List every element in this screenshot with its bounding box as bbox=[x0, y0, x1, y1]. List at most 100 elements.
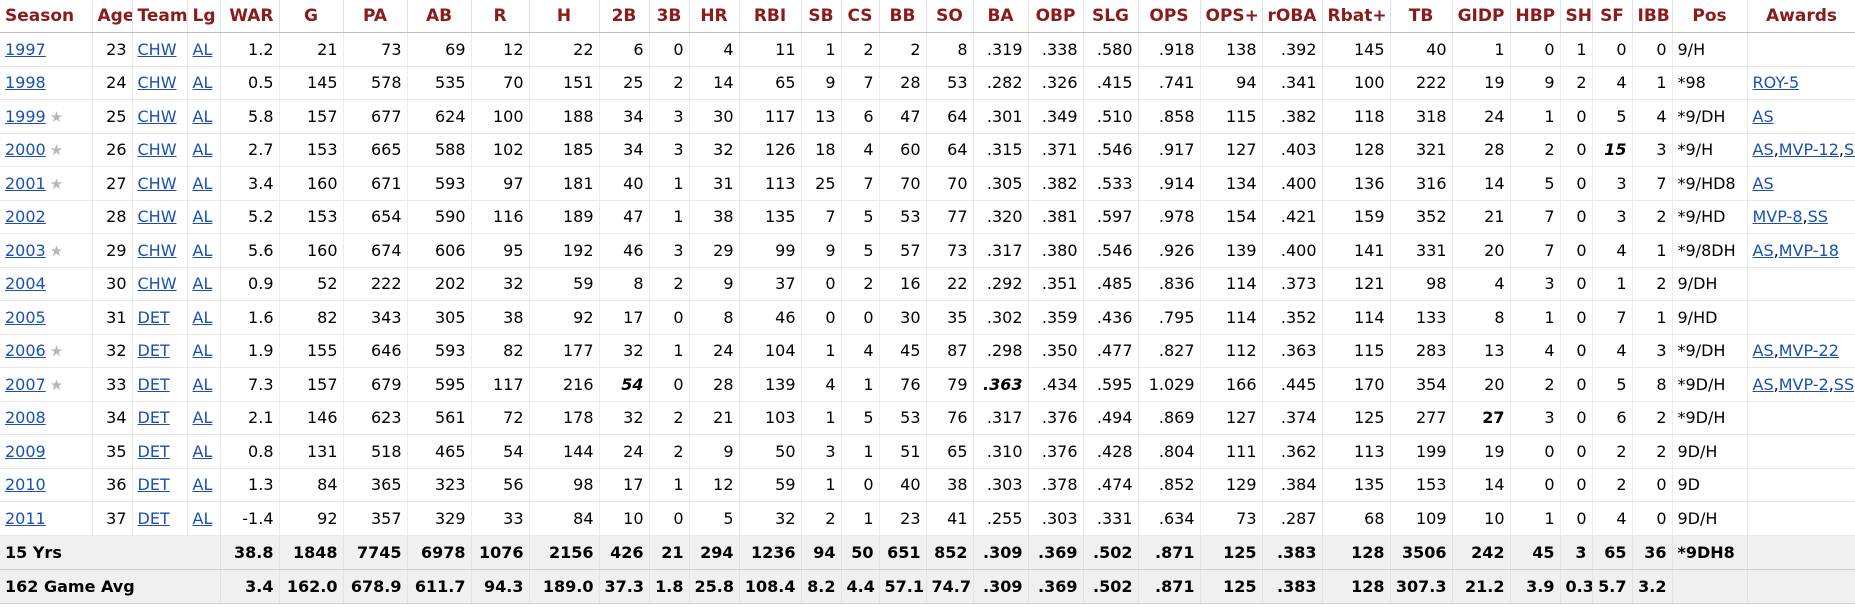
league-link[interactable]: AL bbox=[192, 39, 213, 59]
column-header-age[interactable]: Age bbox=[92, 0, 133, 33]
column-header-ba[interactable]: BA bbox=[973, 0, 1029, 33]
league-link[interactable]: AL bbox=[192, 374, 213, 394]
season-link[interactable]: 2009 bbox=[5, 441, 46, 461]
season-link[interactable]: 2005 bbox=[5, 307, 46, 327]
league-link[interactable]: AL bbox=[192, 307, 213, 327]
season-link[interactable]: 1998 bbox=[5, 73, 46, 93]
summary-bb: 651 bbox=[879, 534, 927, 570]
summary-pa: 678.9 bbox=[343, 568, 408, 604]
award-link[interactable]: MVP-8 bbox=[1752, 207, 1803, 227]
column-header-lg[interactable]: Lg bbox=[187, 0, 221, 33]
team-link[interactable]: CHW bbox=[137, 173, 177, 193]
league-link[interactable]: AL bbox=[192, 441, 213, 461]
award-link[interactable]: AS bbox=[1752, 140, 1774, 160]
season-link[interactable]: 2006 bbox=[5, 341, 46, 361]
award-link[interactable]: AS bbox=[1752, 173, 1774, 193]
team-link[interactable]: DET bbox=[137, 508, 170, 528]
league-link[interactable]: AL bbox=[192, 408, 213, 428]
team-link[interactable]: CHW bbox=[137, 140, 177, 160]
league-link[interactable]: AL bbox=[192, 475, 213, 495]
league-link[interactable]: AL bbox=[192, 341, 213, 361]
team-link[interactable]: DET bbox=[137, 475, 170, 495]
league-link[interactable]: AL bbox=[192, 140, 213, 160]
season-link[interactable]: 2003 bbox=[5, 240, 46, 260]
season-link[interactable]: 2001 bbox=[5, 173, 46, 193]
award-link[interactable]: SS bbox=[1833, 374, 1855, 394]
column-header-war[interactable]: WAR bbox=[220, 0, 280, 33]
cell-age: 32 bbox=[92, 334, 133, 368]
team-link[interactable]: CHW bbox=[137, 207, 177, 227]
league-link[interactable]: AL bbox=[192, 240, 213, 260]
column-header-ibb[interactable]: IBB bbox=[1632, 0, 1673, 33]
cell-ab: 561 bbox=[407, 401, 472, 435]
team-link[interactable]: DET bbox=[137, 408, 170, 428]
team-link[interactable]: CHW bbox=[137, 274, 177, 294]
column-header-r[interactable]: R bbox=[471, 0, 530, 33]
column-header-tb[interactable]: TB bbox=[1390, 0, 1453, 33]
column-header-slg[interactable]: SLG bbox=[1083, 0, 1139, 33]
award-link[interactable]: MVP-12 bbox=[1778, 140, 1839, 160]
column-header-ops[interactable]: OPS bbox=[1138, 0, 1201, 33]
team-link[interactable]: DET bbox=[137, 441, 170, 461]
column-header-sh[interactable]: SH bbox=[1560, 0, 1593, 33]
league-link[interactable]: AL bbox=[192, 274, 213, 294]
season-link[interactable]: 2002 bbox=[5, 207, 46, 227]
column-header-pa[interactable]: PA bbox=[343, 0, 408, 33]
season-link[interactable]: 2004 bbox=[5, 274, 46, 294]
column-header-hr[interactable]: HR bbox=[689, 0, 740, 33]
award-link[interactable]: AS bbox=[1752, 341, 1774, 361]
column-header-so[interactable]: SO bbox=[926, 0, 974, 33]
league-link[interactable]: AL bbox=[192, 173, 213, 193]
column-header-pos[interactable]: Pos bbox=[1672, 0, 1748, 33]
award-link[interactable]: MVP-22 bbox=[1778, 341, 1839, 361]
award-link[interactable]: SS bbox=[1843, 140, 1855, 160]
award-link[interactable]: AS bbox=[1752, 106, 1774, 126]
season-link[interactable]: 2008 bbox=[5, 408, 46, 428]
season-link[interactable]: 2000 bbox=[5, 140, 46, 160]
column-header-g[interactable]: G bbox=[279, 0, 344, 33]
column-header-season[interactable]: Season bbox=[0, 0, 93, 33]
team-link[interactable]: DET bbox=[137, 341, 170, 361]
team-link[interactable]: CHW bbox=[137, 240, 177, 260]
award-link[interactable]: ROY-5 bbox=[1752, 73, 1800, 93]
column-header-sb[interactable]: SB bbox=[801, 0, 842, 33]
award-link[interactable]: AS bbox=[1752, 374, 1774, 394]
column-header-sf[interactable]: SF bbox=[1592, 0, 1633, 33]
team-link[interactable]: CHW bbox=[137, 73, 177, 93]
team-link[interactable]: DET bbox=[137, 307, 170, 327]
column-header-hbp[interactable]: HBP bbox=[1510, 0, 1561, 33]
column-header-roba[interactable]: rOBA bbox=[1262, 0, 1323, 33]
column-header-3b[interactable]: 3B bbox=[649, 0, 690, 33]
column-header-team[interactable]: Team bbox=[132, 0, 188, 33]
cell-obp: .326 bbox=[1028, 66, 1084, 100]
column-header-gidp[interactable]: GIDP bbox=[1452, 0, 1511, 33]
column-header-bb[interactable]: BB bbox=[879, 0, 927, 33]
award-link[interactable]: MVP-2 bbox=[1778, 374, 1829, 394]
column-header-awards[interactable]: Awards bbox=[1747, 0, 1855, 33]
season-link[interactable]: 1997 bbox=[5, 39, 46, 59]
cell-hr: 29 bbox=[689, 233, 740, 268]
column-header-ab[interactable]: AB bbox=[407, 0, 472, 33]
column-header-ops-plus[interactable]: OPS+ bbox=[1200, 0, 1263, 33]
season-link[interactable]: 2010 bbox=[5, 475, 46, 495]
season-link[interactable]: 1999 bbox=[5, 106, 46, 126]
team-link[interactable]: CHW bbox=[137, 106, 177, 126]
season-link[interactable]: 2011 bbox=[5, 508, 46, 528]
league-link[interactable]: AL bbox=[192, 207, 213, 227]
column-header-rbat-plus[interactable]: Rbat+ bbox=[1322, 0, 1391, 33]
league-link[interactable]: AL bbox=[192, 73, 213, 93]
team-link[interactable]: CHW bbox=[137, 39, 177, 59]
column-header-obp[interactable]: OBP bbox=[1028, 0, 1084, 33]
award-link[interactable]: SS bbox=[1807, 207, 1828, 227]
award-link[interactable]: MVP-18 bbox=[1778, 240, 1839, 260]
column-header-cs[interactable]: CS bbox=[841, 0, 880, 33]
column-header-h[interactable]: H bbox=[529, 0, 600, 33]
column-header-rbi[interactable]: RBI bbox=[739, 0, 802, 33]
award-link[interactable]: AS bbox=[1752, 240, 1774, 260]
column-header-2b[interactable]: 2B bbox=[599, 0, 650, 33]
league-link[interactable]: AL bbox=[192, 508, 213, 528]
team-link[interactable]: DET bbox=[137, 374, 170, 394]
season-link[interactable]: 2007 bbox=[5, 374, 46, 394]
league-link[interactable]: AL bbox=[192, 106, 213, 126]
cell-season: 1997 bbox=[0, 32, 93, 67]
